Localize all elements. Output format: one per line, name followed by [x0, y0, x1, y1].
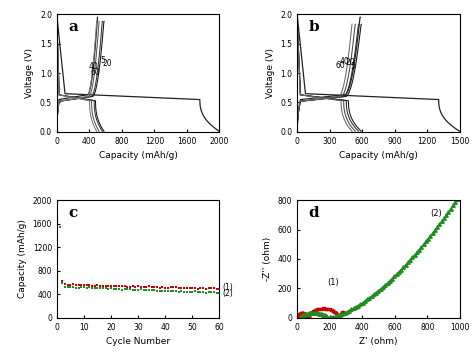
- Text: 60: 60: [91, 68, 101, 77]
- Text: d: d: [309, 206, 319, 220]
- Text: 20: 20: [102, 59, 112, 68]
- Text: (2): (2): [430, 209, 442, 218]
- Text: (1): (1): [328, 278, 339, 287]
- Text: (1): (1): [222, 283, 233, 292]
- Text: 40: 40: [89, 62, 98, 71]
- X-axis label: Cycle Number: Cycle Number: [106, 337, 170, 346]
- X-axis label: Z' (ohm): Z' (ohm): [359, 337, 398, 346]
- X-axis label: Capacity (mAh/g): Capacity (mAh/g): [99, 151, 178, 160]
- Text: a: a: [68, 20, 78, 34]
- Text: 60: 60: [335, 61, 345, 70]
- Text: 5: 5: [350, 62, 356, 71]
- Y-axis label: Voltage (V): Voltage (V): [25, 48, 34, 98]
- Text: 5: 5: [100, 55, 105, 65]
- Y-axis label: Capacity (mAh/g): Capacity (mAh/g): [18, 220, 27, 298]
- Text: 20: 20: [346, 58, 355, 67]
- Text: b: b: [309, 20, 319, 34]
- Text: 40: 40: [339, 57, 349, 66]
- Y-axis label: Voltage (V): Voltage (V): [266, 48, 275, 98]
- Text: c: c: [68, 206, 78, 220]
- Text: (2): (2): [222, 289, 233, 298]
- X-axis label: Capacity (mAh/g): Capacity (mAh/g): [339, 151, 418, 160]
- Y-axis label: -Z'' (ohm): -Z'' (ohm): [263, 237, 272, 281]
